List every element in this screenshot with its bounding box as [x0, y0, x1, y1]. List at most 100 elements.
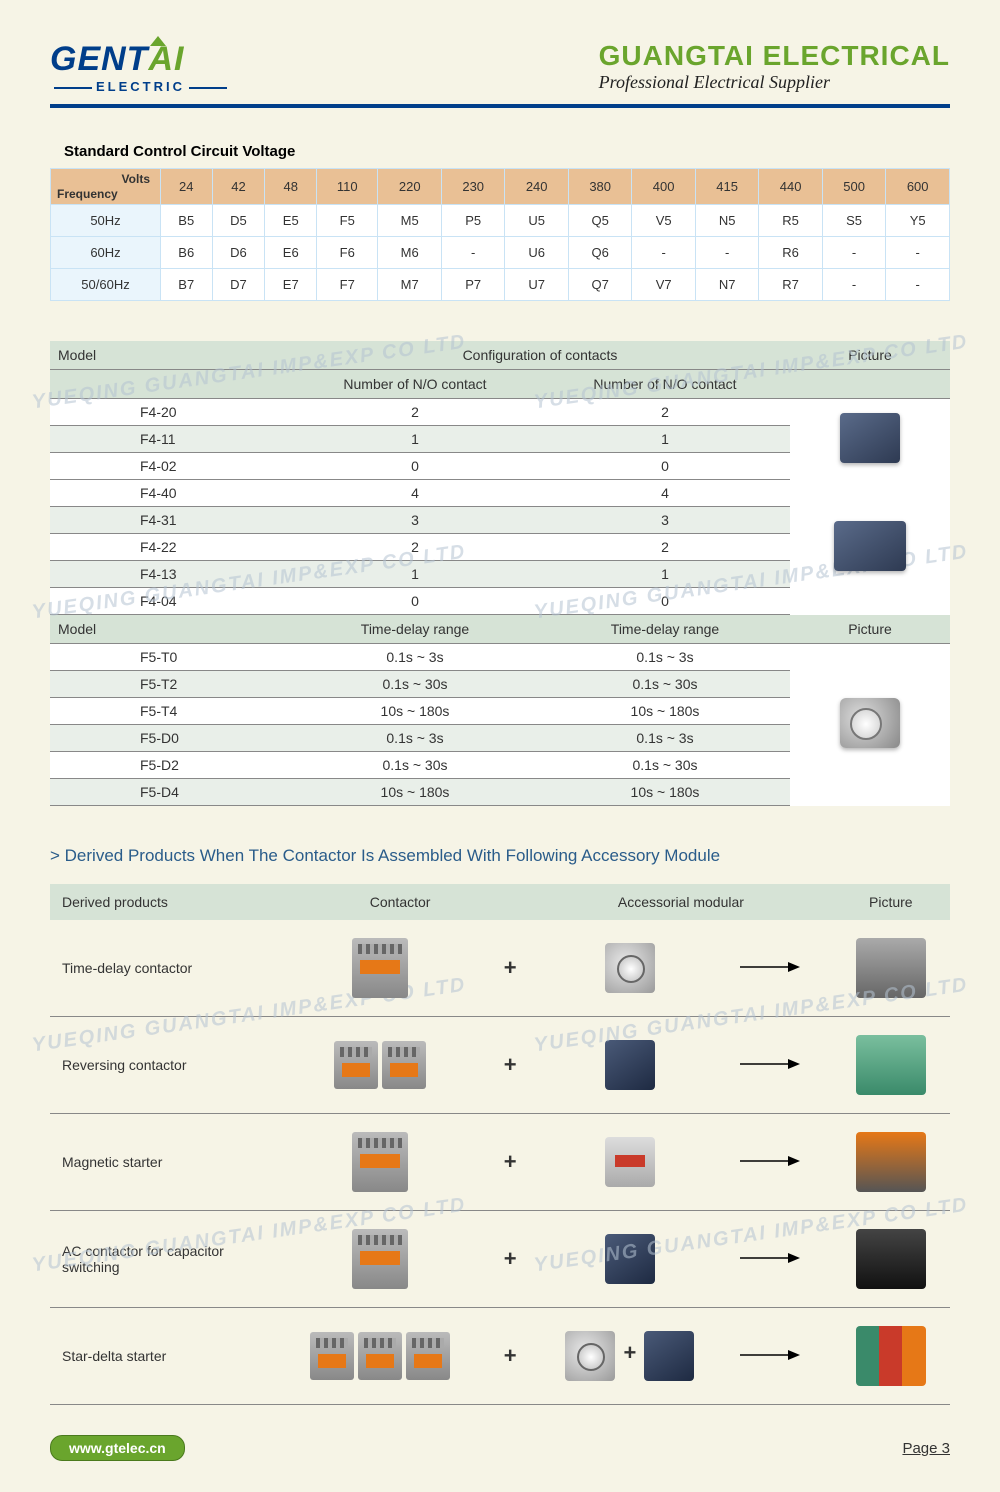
volt-header: 48 — [265, 169, 317, 205]
product-image-cell — [790, 399, 950, 480]
product-image-cell — [790, 644, 950, 806]
brand: GUANGTAI ELECTRICAL Professional Electri… — [599, 40, 950, 93]
value-cell: 0.1s ~ 3s — [540, 725, 790, 752]
value-cell: 0.1s ~ 3s — [290, 725, 540, 752]
volt-cell: R7 — [759, 269, 822, 301]
derived-name: Time-delay contactor — [50, 920, 270, 1017]
result-product-icon — [856, 1132, 926, 1192]
config-table: Model Configuration of contacts Picture … — [50, 341, 950, 806]
col-nc: Number of N/O contact — [540, 370, 790, 399]
derived-name: AC contactor for capacitor switching — [50, 1211, 270, 1308]
plus-sign: + — [623, 1340, 636, 1365]
volt-cell: D7 — [212, 269, 265, 301]
model-cell: F5-D2 — [50, 752, 290, 779]
result-product-icon — [856, 1326, 926, 1386]
volt-cell: Q6 — [568, 237, 631, 269]
logo-accent: AI — [148, 40, 184, 79]
volt-cell: M5 — [378, 205, 441, 237]
volt-cell: - — [886, 269, 950, 301]
volt-cell: N7 — [695, 269, 758, 301]
volt-cell: - — [441, 237, 504, 269]
volt-cell: E5 — [265, 205, 317, 237]
contactor-icon — [352, 1132, 408, 1192]
contactor-cell — [270, 1308, 490, 1405]
accessory-icon — [605, 1234, 655, 1284]
contactor-cell — [270, 920, 490, 1017]
volt-cell: M7 — [378, 269, 441, 301]
volt-header: 500 — [822, 169, 885, 205]
model-cell: F4-02 — [50, 453, 290, 480]
model-cell: F4-11 — [50, 426, 290, 453]
volt-header: 440 — [759, 169, 822, 205]
volt-cell: F6 — [316, 237, 377, 269]
derived-section: YUEQING GUANGTAI IMP&EXP CO LTD YUEQING … — [50, 884, 950, 1405]
value-cell: 1 — [540, 561, 790, 588]
model-cell: F4-40 — [50, 480, 290, 507]
accessory-cell — [530, 920, 729, 1017]
volt-header: 220 — [378, 169, 441, 205]
volt-header: 42 — [212, 169, 265, 205]
arrow-cell — [730, 1017, 810, 1114]
value-cell: 10s ~ 180s — [540, 698, 790, 725]
derived-name: Magnetic starter — [50, 1114, 270, 1211]
volt-cell: E7 — [265, 269, 317, 301]
volt-cell: U6 — [505, 237, 568, 269]
brand-subtitle: Professional Electrical Supplier — [599, 72, 950, 93]
model-cell: F4-04 — [50, 588, 290, 615]
value-cell: 1 — [540, 426, 790, 453]
volt-header: 24 — [161, 169, 213, 205]
contactor-icon — [352, 1229, 408, 1289]
page-footer: www.gtelec.cn Page 3 — [50, 1435, 950, 1461]
volt-cell: U7 — [505, 269, 568, 301]
value-cell: 2 — [540, 399, 790, 426]
model-cell: F5-T4 — [50, 698, 290, 725]
website-url: www.gtelec.cn — [50, 1435, 185, 1461]
volt-cell: F5 — [316, 205, 377, 237]
volt-cell: M6 — [378, 237, 441, 269]
arrow-cell — [730, 1114, 810, 1211]
accessory-cell — [530, 1114, 729, 1211]
value-cell: 4 — [540, 480, 790, 507]
volt-cell: S5 — [822, 205, 885, 237]
col-td2: Time-delay range — [540, 615, 790, 644]
col-model: Model — [50, 341, 290, 370]
value-cell: 0.1s ~ 30s — [290, 671, 540, 698]
col-config: Configuration of contacts — [290, 341, 790, 370]
contactor-icon — [406, 1332, 450, 1380]
contactor-cell — [270, 1114, 490, 1211]
aux-contact-icon — [834, 521, 906, 571]
volt-cell: B7 — [161, 269, 213, 301]
result-cell — [832, 1211, 950, 1308]
result-product-icon — [856, 938, 926, 998]
model-cell: F5-T0 — [50, 644, 290, 671]
volt-cell: - — [886, 237, 950, 269]
volt-cell: - — [632, 237, 695, 269]
volt-cell: B6 — [161, 237, 213, 269]
arrow-icon — [740, 1058, 800, 1070]
col-picture2: Picture — [790, 615, 950, 644]
timer-module-icon — [840, 698, 900, 748]
page-header: GENTAI ELECTRIC GUANGTAI ELECTRICAL Prof… — [50, 40, 950, 94]
model-cell: F4-13 — [50, 561, 290, 588]
model-cell: F4-22 — [50, 534, 290, 561]
value-cell: 1 — [290, 561, 540, 588]
arrow-icon — [740, 961, 800, 973]
arrow-icon — [740, 1155, 800, 1167]
value-cell: 0.1s ~ 30s — [290, 752, 540, 779]
derived-name: Star-delta starter — [50, 1308, 270, 1405]
model-cell: F4-31 — [50, 507, 290, 534]
col-no: Number of N/O contact — [290, 370, 540, 399]
logo-subtitle: ELECTRIC — [50, 79, 231, 94]
volt-cell: N5 — [695, 205, 758, 237]
value-cell: 0.1s ~ 30s — [540, 752, 790, 779]
plus-sign: + — [490, 920, 530, 1017]
accessory-icon — [565, 1331, 615, 1381]
logo: GENTAI ELECTRIC — [50, 40, 231, 94]
logo-text: GENTAI — [50, 40, 231, 79]
volt-header: 230 — [441, 169, 504, 205]
volt-cell: R5 — [759, 205, 822, 237]
freq-cell: 50/60Hz — [51, 269, 161, 301]
section-title-voltage: Standard Control Circuit Voltage — [64, 143, 950, 160]
value-cell: 0 — [540, 588, 790, 615]
model-cell: F5-T2 — [50, 671, 290, 698]
